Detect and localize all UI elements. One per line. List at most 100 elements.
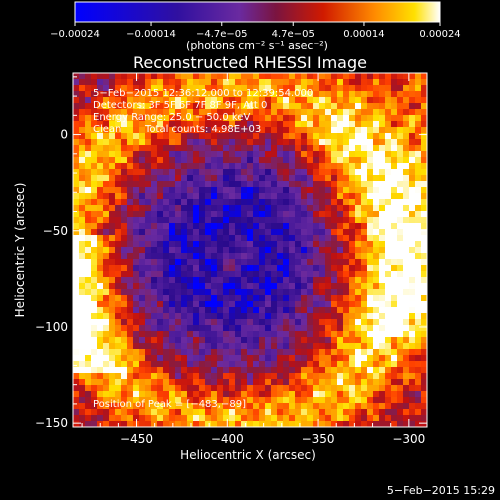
heatmap-cell	[127, 325, 134, 332]
heatmap-cell	[307, 247, 314, 254]
heatmap-cell	[79, 175, 86, 182]
heatmap-cell	[307, 229, 314, 236]
heatmap-cell	[409, 91, 416, 98]
heatmap-cell	[145, 319, 152, 326]
heatmap-cell	[85, 367, 92, 374]
heatmap-cell	[415, 157, 422, 164]
heatmap-cell	[217, 373, 224, 380]
heatmap-cell	[79, 295, 86, 302]
heatmap-cell	[253, 337, 260, 344]
heatmap-cell	[283, 127, 290, 134]
heatmap-cell	[211, 373, 218, 380]
heatmap-cell	[307, 223, 314, 230]
heatmap-cell	[277, 127, 284, 134]
heatmap-cell	[199, 229, 206, 236]
heatmap-cell	[271, 397, 278, 404]
heatmap-cell	[229, 181, 236, 188]
heatmap-cell	[115, 247, 122, 254]
heatmap-cell	[151, 349, 158, 356]
heatmap-cell	[151, 253, 158, 260]
heatmap-cell	[163, 211, 170, 218]
heatmap-cell	[259, 283, 266, 290]
heatmap-cell	[391, 265, 398, 272]
heatmap-cell	[355, 349, 362, 356]
heatmap-cell	[307, 361, 314, 368]
heatmap-cell	[127, 277, 134, 284]
heatmap-cell	[145, 253, 152, 260]
heatmap-cell	[253, 277, 260, 284]
heatmap-cell	[253, 97, 260, 104]
heatmap-cell	[103, 109, 110, 116]
heatmap-cell	[169, 247, 176, 254]
heatmap-cell	[343, 193, 350, 200]
heatmap-cell	[109, 235, 116, 242]
heatmap-cell	[241, 373, 248, 380]
heatmap-cell	[283, 385, 290, 392]
heatmap-cell	[91, 277, 98, 284]
heatmap-cell	[361, 205, 368, 212]
heatmap-cell	[283, 235, 290, 242]
heatmap-cell	[391, 331, 398, 338]
heatmap-cell	[163, 343, 170, 350]
heatmap-cell	[265, 217, 272, 224]
heatmap-cell	[301, 127, 308, 134]
heatmap-cell	[187, 199, 194, 206]
heatmap-cell	[367, 409, 374, 416]
heatmap-cell	[91, 259, 98, 266]
heatmap-cell	[367, 325, 374, 332]
heatmap-cell	[409, 235, 416, 242]
heatmap-cell	[121, 337, 128, 344]
heatmap-cell	[409, 145, 416, 152]
heatmap-cell	[295, 361, 302, 368]
heatmap-cell	[121, 355, 128, 362]
heatmap-cell	[307, 259, 314, 266]
footer-timestamp: 5−Feb−2015 15:29	[387, 484, 495, 497]
heatmap-cell	[289, 193, 296, 200]
heatmap-cell	[253, 319, 260, 326]
heatmap-cell	[367, 283, 374, 290]
heatmap-cell	[115, 103, 122, 110]
heatmap-cell	[97, 373, 104, 380]
heatmap-cell	[397, 295, 404, 302]
heatmap-cell	[85, 85, 92, 92]
heatmap-cell	[223, 355, 230, 362]
heatmap-cell	[127, 97, 134, 104]
heatmap-cell	[343, 391, 350, 398]
heatmap-cell	[127, 181, 134, 188]
heatmap-cell	[169, 115, 176, 122]
heatmap-cell	[421, 343, 427, 350]
heatmap-cell	[241, 205, 248, 212]
heatmap-cell	[223, 373, 230, 380]
heatmap-cell	[415, 223, 422, 230]
heatmap-cell	[265, 109, 272, 116]
heatmap-cell	[361, 343, 368, 350]
heatmap-cell	[361, 223, 368, 230]
heatmap-cell	[199, 349, 206, 356]
heatmap-cell	[343, 133, 350, 140]
heatmap-cell	[349, 289, 356, 296]
heatmap-cell	[223, 295, 230, 302]
heatmap-cell	[223, 139, 230, 146]
heatmap-cell	[217, 283, 224, 290]
heatmap-cell	[121, 85, 128, 92]
heatmap-cell	[127, 409, 134, 416]
heatmap-cell	[109, 289, 116, 296]
heatmap-cell	[259, 157, 266, 164]
heatmap-cell	[373, 187, 380, 194]
heatmap-cell	[379, 331, 386, 338]
heatmap-cell	[253, 217, 260, 224]
heatmap-cell	[379, 295, 386, 302]
heatmap-cell	[277, 397, 284, 404]
heatmap-cell	[289, 385, 296, 392]
heatmap-cell	[91, 193, 98, 200]
heatmap-cell	[385, 403, 392, 410]
heatmap-cell	[91, 313, 98, 320]
heatmap-cell	[361, 91, 368, 98]
heatmap-cell	[391, 295, 398, 302]
heatmap-cell	[217, 115, 224, 122]
heatmap-cell	[349, 139, 356, 146]
heatmap-cell	[403, 103, 410, 110]
heatmap-cell	[211, 145, 218, 152]
heatmap-cell	[205, 265, 212, 272]
heatmap-cell	[169, 415, 176, 422]
